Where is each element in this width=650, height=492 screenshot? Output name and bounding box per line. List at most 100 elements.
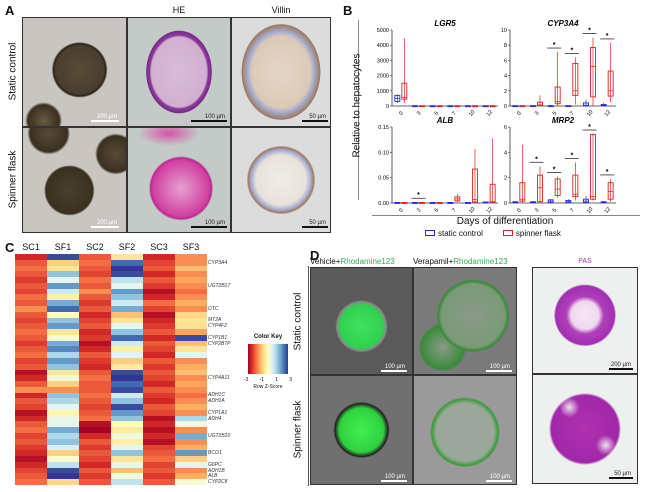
gene-label: CYP4A11 (208, 375, 230, 382)
heatmap-cell (15, 381, 47, 387)
heatmap-cell (47, 473, 79, 480)
tick: 3 (289, 377, 292, 383)
heatmap-cell (175, 363, 207, 370)
heatmap-cell (15, 277, 47, 283)
heatmap-cell (143, 444, 175, 451)
heatmap-cell (111, 421, 143, 428)
heatmap-cell (111, 259, 143, 266)
heatmap-cell (111, 444, 143, 451)
heatmap-cell (79, 282, 111, 289)
gene-label: ADH4 (208, 415, 222, 422)
heatmap-cell (143, 294, 175, 301)
heatmap-cell (47, 404, 79, 410)
heatmap-cell (143, 375, 175, 382)
dye-label: Rhodamine123 (453, 257, 508, 266)
x-tick-label: 3 (416, 208, 423, 214)
heatmap-cell (47, 427, 79, 434)
heatmap-cell (79, 305, 111, 312)
x-tick-label: 5 (552, 111, 559, 117)
heatmap-cell (111, 311, 143, 318)
heatmap-cell (15, 288, 47, 295)
y-tick-label: 0 (504, 104, 507, 110)
significance-marker: * (553, 42, 556, 49)
box (472, 168, 478, 203)
column-header-pas: PAS (578, 258, 592, 265)
heatmap-cell (143, 433, 175, 439)
heatmap-cell (79, 288, 111, 295)
heatmap-cell (111, 352, 143, 358)
heatmap-cell (111, 340, 143, 347)
x-tick-label: 12 (604, 109, 613, 118)
color-key-ticks: -3 -1 1 3 (244, 377, 292, 383)
heatmap-cell (15, 427, 47, 434)
scale-bar: 50 µm (302, 220, 328, 228)
heatmap-cell (143, 352, 175, 358)
heatmap-cell (143, 317, 175, 324)
heatmap-cell (111, 369, 143, 376)
heatmap-cell (15, 265, 47, 272)
gene-label: CYP4F2 (208, 323, 227, 330)
heatmap-cell (47, 357, 79, 364)
heatmap-cell (15, 317, 47, 324)
heatmap-cell (143, 340, 175, 347)
heatmap-cell (15, 392, 47, 399)
heatmap-cell (15, 300, 47, 306)
heatmap-cell (47, 352, 79, 358)
heatmap-cell (143, 450, 175, 457)
legend-item-spinner: spinner flask (502, 229, 561, 238)
verapamil-static-image: 100 µm (413, 267, 517, 375)
pas-static-image: 200 µm (532, 267, 638, 374)
heatmap-cell (79, 346, 111, 353)
heatmap-cell (143, 461, 175, 468)
y-tick-label: 3000 (377, 58, 389, 64)
heatmap-cell (175, 381, 207, 387)
heatmap-cell (15, 415, 47, 422)
heatmap-cell (175, 288, 207, 295)
heatmap-cell (175, 346, 207, 353)
heatmap-cell (111, 305, 143, 312)
row-label-static-control: Static control (7, 42, 19, 101)
heatmap-cell (175, 294, 207, 301)
column-header-villin: Villin (271, 5, 291, 15)
heatmap-cell (47, 369, 79, 376)
heatmap-cell (143, 323, 175, 330)
heatmap-cell (79, 294, 111, 301)
drug-label: Vehicle+ (310, 257, 341, 266)
heatmap-cell (175, 323, 207, 330)
heatmap-cell (15, 346, 47, 353)
heatmap-cell (79, 456, 111, 462)
heatmap-cell (175, 375, 207, 382)
heatmap-cell (143, 409, 175, 416)
heatmap-cell (15, 479, 47, 485)
heatmap-cell (79, 311, 111, 318)
heatmap-cell (79, 340, 111, 347)
heatmap-cell (79, 369, 111, 376)
heatmap-cell (111, 461, 143, 468)
box (590, 47, 596, 98)
box (590, 134, 596, 200)
heatmap-cell (15, 450, 47, 457)
heatmap-cell (143, 392, 175, 399)
heatmap-column-sf2: SF2 (118, 242, 136, 252)
x-tick-label: 7 (569, 111, 576, 117)
heatmap-cell (47, 415, 79, 422)
row-label-spinner-flask: Spinner flask (7, 150, 19, 209)
heatmap-cell (79, 409, 111, 416)
chart-title: MRP2 (552, 116, 575, 125)
x-tick-label: 3 (534, 208, 541, 214)
heatmap-cell (111, 346, 143, 353)
heatmap-cell (111, 288, 143, 295)
heatmap-cell (111, 450, 143, 457)
x-axis-label: Days of differentiation (456, 216, 554, 227)
heatmap-cell (143, 398, 175, 405)
heatmap-cell (79, 392, 111, 399)
y-tick-label: 0 (386, 104, 389, 110)
x-tick-label: 0 (516, 111, 523, 117)
chart-title: ALB (436, 116, 454, 125)
heatmap-cell (79, 473, 111, 480)
scale-bar: 100 µm (191, 114, 227, 122)
heatmap-cell (47, 450, 79, 457)
heatmap-cell (175, 369, 207, 376)
heatmap-cell (111, 392, 143, 399)
box (572, 174, 579, 198)
